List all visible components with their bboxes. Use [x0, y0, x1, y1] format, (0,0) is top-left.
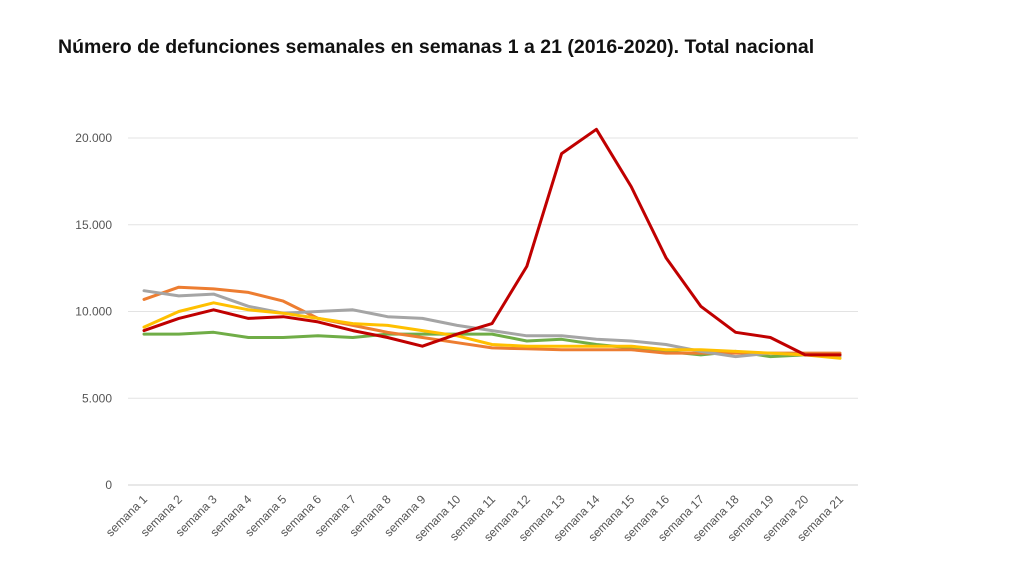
y-tick-label: 0 — [105, 478, 112, 492]
series-line-2 — [142, 285, 842, 355]
series-lines — [142, 127, 842, 360]
gridlines — [128, 137, 858, 486]
y-tick-label: 15.000 — [75, 218, 112, 232]
series-line-3 — [142, 289, 842, 359]
y-tick-label: 20.000 — [75, 131, 112, 145]
series-line-4 — [142, 301, 842, 360]
series-line-5 — [142, 127, 842, 357]
y-axis-ticks: 0 5.000 10.000 15.000 20.000 — [75, 131, 112, 492]
chart-title: Número de defunciones semanales en seman… — [58, 36, 815, 58]
y-tick-label: 5.000 — [82, 391, 112, 405]
y-tick-label: 10.000 — [75, 305, 112, 319]
